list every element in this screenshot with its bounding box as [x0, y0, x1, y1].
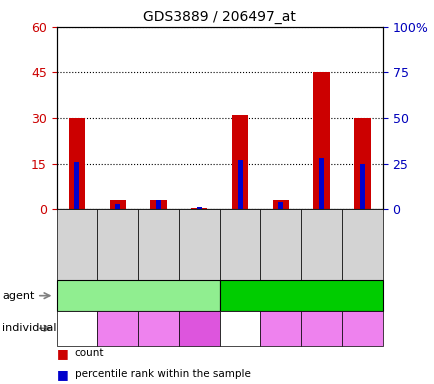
Text: agent: agent: [2, 291, 34, 301]
Bar: [74, 162, 79, 209]
Bar: [272, 200, 288, 209]
Text: donor 5: donor 5: [343, 323, 380, 333]
Bar: [150, 200, 166, 209]
Text: GSM595122: GSM595122: [316, 217, 326, 272]
Text: TCDD: TCDD: [122, 291, 153, 301]
Bar: [313, 73, 329, 209]
Text: GSM595119: GSM595119: [72, 217, 81, 272]
Text: count: count: [75, 348, 104, 358]
Text: GSM595118: GSM595118: [235, 217, 244, 272]
Text: percentile rank within the sample: percentile rank within the sample: [75, 369, 250, 379]
Bar: [115, 204, 120, 209]
Text: donor 4: donor 4: [139, 323, 177, 333]
Text: GSM595123: GSM595123: [154, 217, 163, 272]
Text: donor 4: donor 4: [302, 323, 339, 333]
Text: individual: individual: [2, 323, 56, 333]
Bar: [353, 118, 370, 209]
Text: GSM595120: GSM595120: [276, 217, 285, 272]
Text: GSM595124: GSM595124: [357, 217, 366, 272]
Text: donor 3: donor 3: [262, 323, 299, 333]
Text: donor
1: donor 1: [224, 318, 256, 339]
Text: GSM595125: GSM595125: [194, 217, 203, 272]
Bar: [191, 208, 207, 209]
Text: ■: ■: [56, 368, 68, 381]
Bar: [231, 115, 248, 209]
Text: GSM595121: GSM595121: [113, 217, 122, 272]
Text: donor 2: donor 2: [180, 323, 217, 333]
Bar: [196, 207, 201, 209]
Bar: [319, 158, 323, 209]
Text: untreated, normal: untreated, normal: [250, 291, 351, 301]
Bar: [69, 118, 85, 209]
Text: donor
1: donor 1: [61, 318, 93, 339]
Text: ■: ■: [56, 347, 68, 360]
Bar: [237, 160, 242, 209]
Bar: [109, 200, 125, 209]
Title: GDS3889 / 206497_at: GDS3889 / 206497_at: [143, 10, 296, 25]
Text: donor 3: donor 3: [99, 323, 136, 333]
Bar: [156, 200, 161, 209]
Bar: [359, 164, 364, 209]
Bar: [278, 202, 283, 209]
